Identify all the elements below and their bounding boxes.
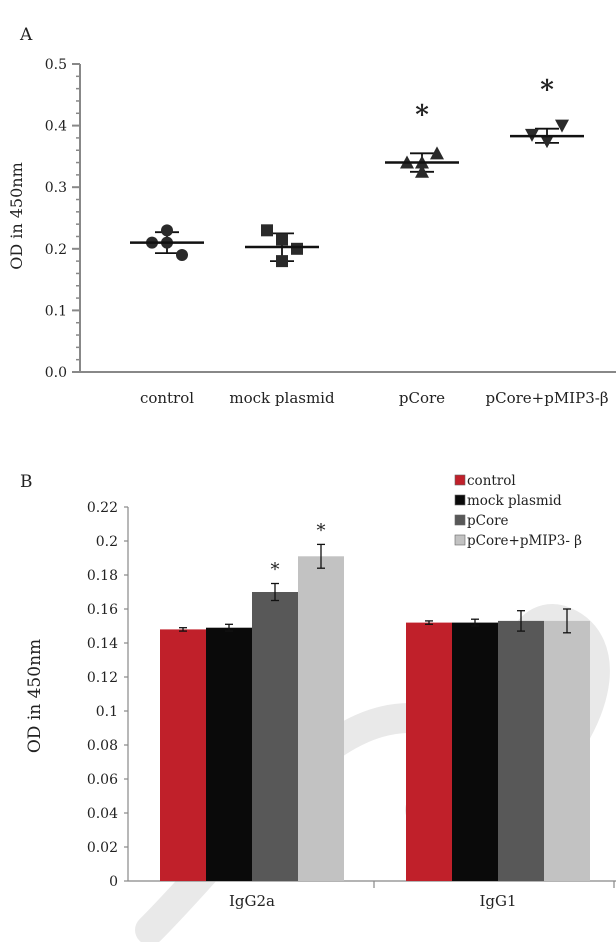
group-3: * <box>510 76 584 148</box>
data-point <box>555 120 569 133</box>
x-category-label: pCore <box>399 389 445 407</box>
x-category-label: mock plasmid <box>229 389 335 407</box>
panel-b-label: B <box>20 472 33 492</box>
y-tick-label: 0.2 <box>96 534 118 550</box>
y-tick-label: 0.3 <box>45 180 67 196</box>
bar <box>252 592 298 881</box>
significance-star: * <box>271 560 280 581</box>
data-point <box>276 255 288 267</box>
legend-swatch <box>455 495 465 505</box>
x-category-label: IgG1 <box>479 892 516 910</box>
x-category-label: pCore+pMIP3-β <box>486 389 609 407</box>
data-point <box>261 224 273 236</box>
y-tick-label: 0.08 <box>87 738 118 754</box>
panel-a-ylabel: OD in 450nm <box>7 162 26 270</box>
panel-a-label: A <box>19 25 33 45</box>
y-tick-label: 0.1 <box>96 704 118 720</box>
bar <box>206 628 252 881</box>
legend-swatch <box>455 475 465 485</box>
y-tick-label: 0.4 <box>45 119 67 135</box>
y-tick-label: 0.0 <box>45 365 67 381</box>
legend-swatch <box>455 535 465 545</box>
significance-star: * <box>540 76 554 106</box>
legend-label: mock plasmid <box>467 493 562 509</box>
bar <box>544 621 590 881</box>
y-tick-label: 0.22 <box>87 500 118 516</box>
legend-label: pCore <box>467 513 509 529</box>
y-tick-label: 0 <box>109 874 118 890</box>
data-point <box>176 249 188 261</box>
bar <box>498 621 544 881</box>
panel-b-ylabel: OD in 450nm <box>25 639 45 753</box>
group-2: * <box>385 100 459 177</box>
y-tick-label: 0.12 <box>87 670 118 686</box>
scatter-panel-a: A OD in 450nm 0.0 0.1 0.2 0.3 0.4 0.5 control… <box>7 25 616 407</box>
bar <box>160 629 206 881</box>
group-1 <box>245 224 319 267</box>
bar-panel-b: B OD in 450nm 0 0.02 0.04 0.06 0.08 0.1 0.12 0.… <box>20 472 616 910</box>
y-tick-label: 0.2 <box>45 242 67 258</box>
legend-label: pCore+pMIP3- β <box>467 533 582 549</box>
y-tick-label: 0.14 <box>87 636 118 652</box>
y-tick-label: 0.02 <box>87 840 118 856</box>
y-tick-label: 0.5 <box>45 57 67 73</box>
data-point <box>161 224 173 236</box>
y-tick-label: 0.1 <box>45 303 67 319</box>
bar <box>406 623 452 881</box>
data-point <box>276 234 288 246</box>
y-tick-label: 0.16 <box>87 602 118 618</box>
group-0 <box>130 224 204 261</box>
y-tick-label: 0.18 <box>87 568 118 584</box>
bar <box>298 556 344 881</box>
y-tick-label: 0.06 <box>87 772 118 788</box>
legend-swatch <box>455 515 465 525</box>
x-category-label: control <box>140 389 194 407</box>
significance-star: * <box>415 100 429 130</box>
legend: control mock plasmid pCore pCore+pMIP3- β <box>455 473 582 549</box>
data-point <box>291 243 303 255</box>
legend-label: control <box>467 473 516 489</box>
x-category-label: IgG2a <box>229 892 275 910</box>
significance-star: * <box>317 520 326 541</box>
bar <box>452 623 498 881</box>
y-tick-label: 0.04 <box>87 806 118 822</box>
